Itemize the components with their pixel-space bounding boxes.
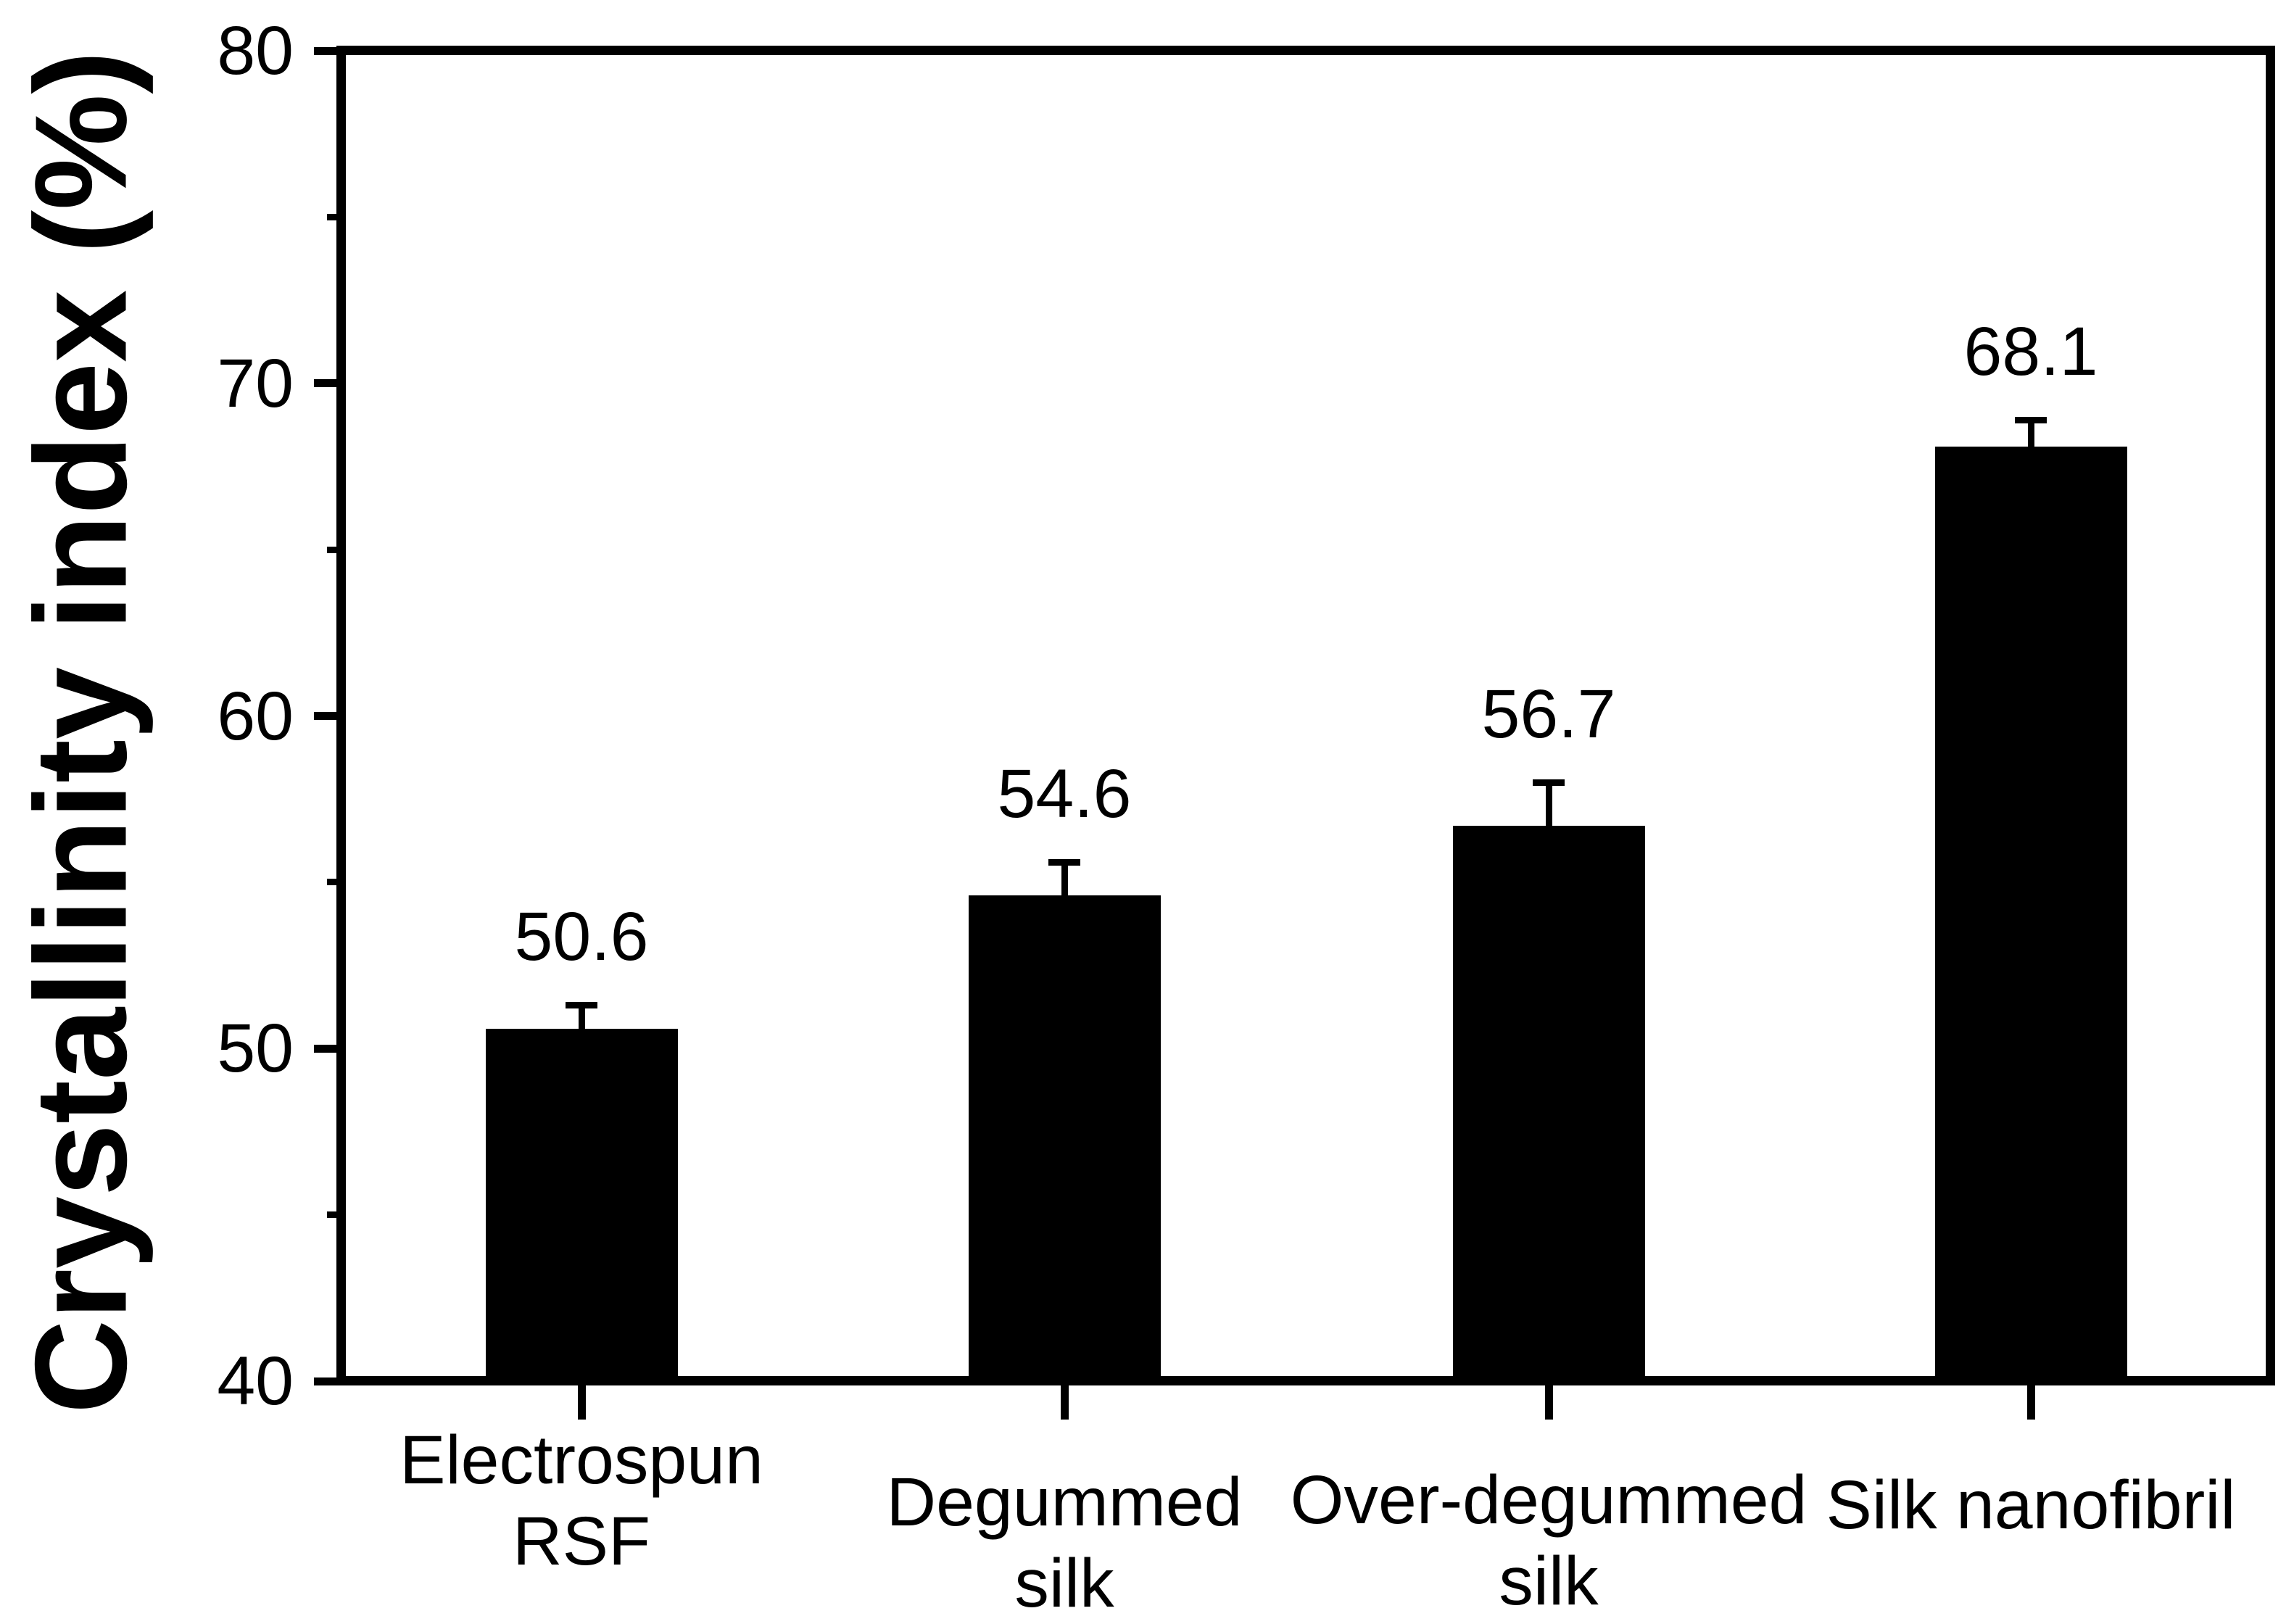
error-bar-cap (1533, 779, 1565, 786)
y-minor-tick (327, 879, 346, 885)
bar (1453, 826, 1645, 1376)
bar (1935, 447, 2127, 1376)
x-category-label: Silk nanofibril (1705, 1464, 2294, 1546)
y-minor-tick (327, 214, 346, 220)
y-major-tick (314, 47, 346, 55)
y-minor-tick (327, 1211, 346, 1218)
x-category-label-line: Degummed (886, 1464, 1243, 1541)
error-bar-cap (2015, 417, 2047, 423)
x-category-label-line: Over-degummed (1290, 1462, 1808, 1538)
x-category-label-line: silk (1499, 1543, 1599, 1620)
x-tick (2027, 1385, 2035, 1420)
x-category-label: Over-degummed silk (1222, 1459, 1875, 1622)
x-category-label-line: Silk nanofibril (1826, 1467, 2236, 1544)
x-category-label: Electrospun RSF (255, 1420, 908, 1582)
error-bar-whisker (2028, 423, 2034, 461)
value-label: 50.6 (514, 898, 649, 975)
y-major-tick (314, 1045, 346, 1053)
error-bar-whisker (1546, 786, 1552, 840)
value-label: 54.6 (997, 755, 1132, 832)
y-tick-label: 50 (217, 1010, 294, 1087)
y-minor-tick (327, 547, 346, 553)
bar (486, 1029, 678, 1376)
x-tick (578, 1385, 586, 1420)
y-major-tick (314, 712, 346, 720)
y-tick-label: 70 (217, 345, 294, 422)
x-tick (1545, 1385, 1553, 1420)
value-label: 68.1 (1963, 313, 2098, 390)
y-major-tick (314, 1378, 346, 1385)
y-tick-label: 40 (217, 1343, 294, 1420)
x-category-label-line: silk (1014, 1545, 1114, 1622)
x-tick (1061, 1385, 1069, 1420)
y-major-tick (314, 379, 346, 387)
x-category-label-line: Electrospun (399, 1422, 763, 1499)
value-label: 56.7 (1481, 676, 1616, 753)
bar (969, 895, 1161, 1376)
y-tick-label: 60 (217, 678, 294, 755)
x-category-label-line: RSF (513, 1503, 650, 1580)
error-bar-cap (1048, 859, 1080, 866)
error-bar-cap (566, 1002, 597, 1008)
error-bar-whisker (1061, 866, 1068, 910)
error-bar-whisker (579, 1008, 585, 1043)
x-category-label: Degummed silk (738, 1462, 1391, 1624)
y-tick-label: 80 (217, 12, 294, 89)
